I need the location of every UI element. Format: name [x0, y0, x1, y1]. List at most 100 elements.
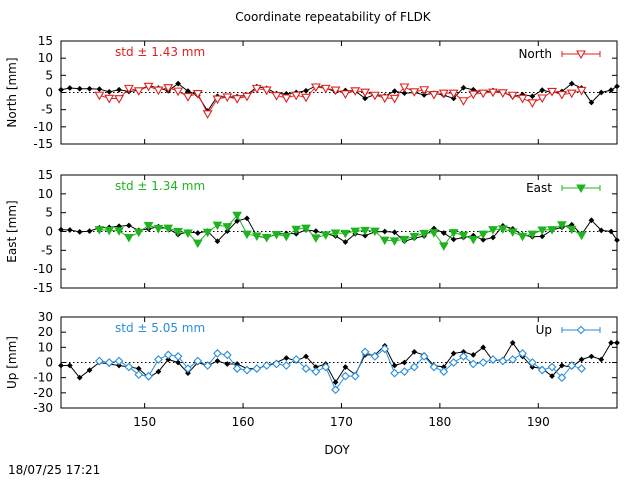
y-tick-label: 0 — [45, 225, 53, 239]
series-line — [99, 85, 582, 115]
data-point — [350, 87, 361, 96]
data-point — [429, 362, 439, 372]
data-point — [458, 231, 469, 241]
data-point — [598, 356, 605, 363]
panel-east: 15 10 5 0 -5 -10 -15 East [mm] std ± 1.34 mm East — [5, 168, 620, 295]
legend-label: Up — [536, 323, 552, 337]
data-point — [409, 232, 420, 242]
data-point — [360, 226, 370, 236]
data-point — [480, 344, 487, 351]
data-point — [614, 83, 620, 90]
data-point — [251, 232, 262, 242]
data-point — [370, 352, 380, 361]
data-point — [133, 228, 144, 238]
std-annotation: std ± 1.34 mm — [115, 179, 205, 193]
chart-title: Coordinate repeatability of FLDK — [235, 10, 432, 24]
data-point — [399, 235, 410, 245]
data-point — [390, 368, 399, 378]
data-point — [104, 358, 114, 367]
data-point — [58, 226, 64, 233]
data-point — [58, 86, 64, 93]
data-point — [409, 362, 419, 372]
y-tick-label: 10 — [38, 340, 53, 354]
data-point — [608, 228, 614, 235]
data-point — [222, 93, 233, 103]
data-point — [450, 95, 457, 102]
data-point — [291, 355, 301, 364]
y-tick-label: 15 — [38, 34, 53, 48]
data-point — [173, 352, 183, 361]
data-point — [330, 86, 341, 96]
data-point — [460, 84, 467, 91]
data-point — [291, 225, 302, 235]
data-point — [154, 355, 163, 364]
y-tick-label: 10 — [38, 187, 53, 201]
data-point — [608, 339, 614, 346]
data-point — [321, 362, 331, 372]
data-point — [360, 88, 371, 98]
data-point — [588, 217, 595, 224]
data-point — [566, 225, 577, 235]
data-point — [488, 355, 498, 364]
x-tick-label: 190 — [527, 415, 550, 429]
data-point — [224, 361, 231, 367]
series-reference — [58, 80, 620, 114]
data-point — [173, 87, 184, 97]
data-point — [401, 359, 408, 366]
series-line — [61, 341, 617, 384]
data-point — [114, 356, 124, 366]
data-point — [478, 230, 489, 240]
y-tick-label: -5 — [41, 243, 53, 257]
legend-marker — [576, 184, 586, 194]
legend-label: East — [526, 181, 552, 195]
data-point — [448, 89, 459, 99]
data-point — [175, 359, 181, 366]
data-point — [537, 365, 547, 375]
data-point — [379, 94, 390, 104]
data-point — [310, 83, 321, 93]
data-point — [577, 364, 586, 373]
data-point — [332, 379, 339, 386]
series-north — [94, 82, 587, 119]
y-tick-label: -15 — [33, 281, 53, 295]
data-point — [272, 359, 281, 369]
data-point — [262, 361, 272, 370]
data-point — [509, 339, 516, 346]
data-point — [143, 82, 154, 92]
data-point — [252, 364, 262, 373]
data-point — [303, 353, 309, 360]
series-east — [94, 211, 587, 251]
data-point — [391, 362, 398, 369]
data-point — [234, 218, 241, 224]
data-point — [271, 92, 282, 101]
data-point — [391, 229, 398, 236]
std-annotation: std ± 5.05 mm — [115, 321, 205, 335]
data-point — [614, 339, 620, 346]
data-point — [86, 367, 93, 373]
data-point — [106, 88, 113, 95]
data-point — [419, 86, 430, 95]
y-tick-label: 5 — [45, 68, 53, 82]
data-point — [498, 356, 508, 366]
data-point — [557, 221, 567, 230]
data-point — [468, 235, 479, 245]
data-point — [488, 88, 498, 98]
data-point — [222, 223, 233, 232]
std-annotation: std ± 1.43 mm — [115, 45, 205, 59]
series-line — [60, 82, 618, 112]
data-point — [478, 89, 489, 99]
data-point — [360, 347, 370, 357]
x-tick-label: 150 — [133, 415, 156, 429]
data-point — [490, 234, 496, 241]
data-point — [301, 93, 311, 103]
data-point — [547, 362, 557, 372]
y-tick-label: 0 — [45, 356, 53, 370]
data-point — [450, 350, 457, 357]
data-point — [539, 87, 546, 93]
data-point — [76, 85, 83, 92]
data-point — [438, 89, 449, 99]
data-point — [193, 356, 203, 366]
y-axis-label: East [mm] — [5, 200, 19, 262]
data-point — [547, 87, 557, 97]
legend-label: North — [518, 47, 552, 61]
